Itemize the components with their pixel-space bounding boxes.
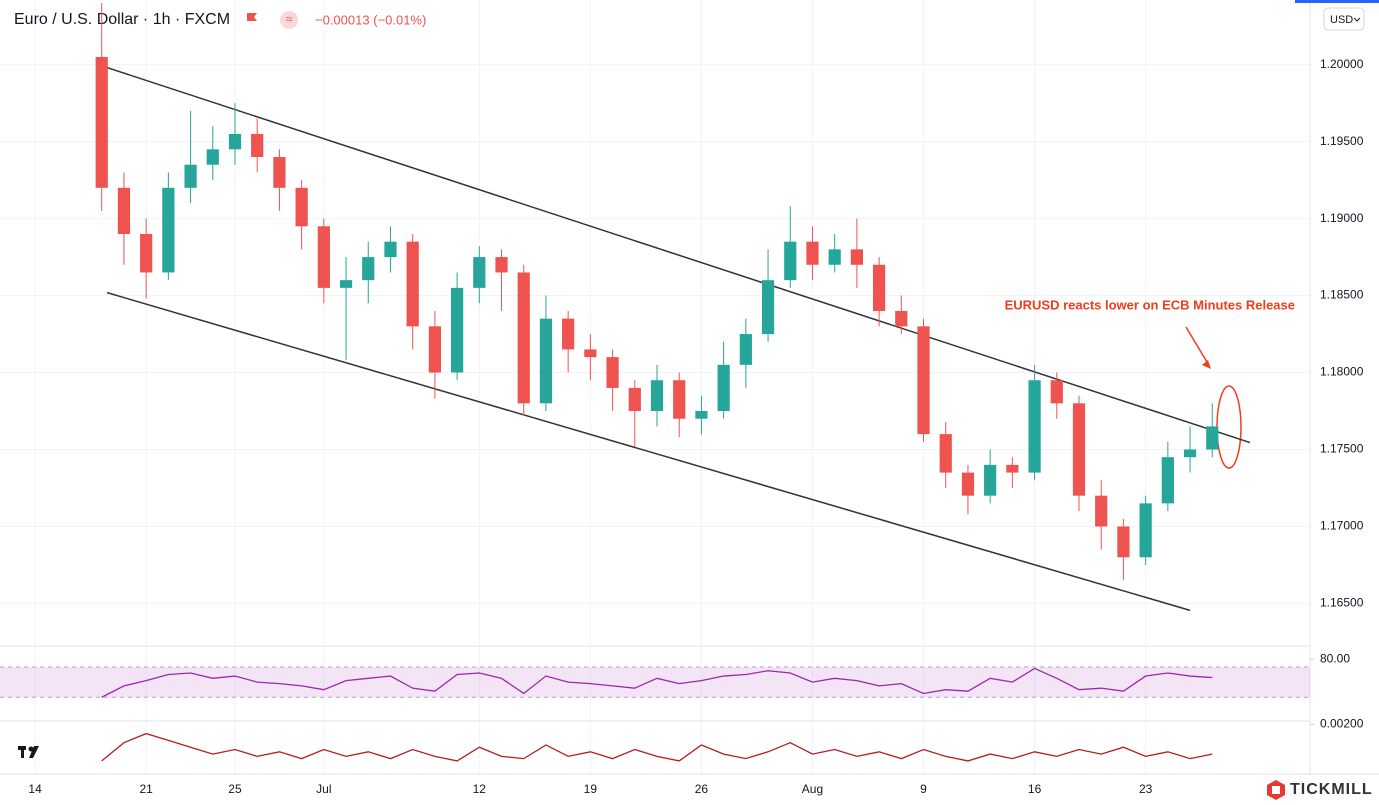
candle-body <box>184 164 197 188</box>
candle-body <box>473 257 486 288</box>
candle-body <box>761 280 775 335</box>
candle-body <box>362 257 375 281</box>
candle-body <box>850 249 864 265</box>
y-tick-label: 1.19500 <box>1320 134 1364 148</box>
flag-icon <box>247 13 257 21</box>
candle-body <box>539 318 553 404</box>
candle-body <box>1161 457 1174 504</box>
candle-body <box>739 334 752 365</box>
x-tick-label: 12 <box>473 782 487 796</box>
candle-body <box>717 364 730 412</box>
symbol-title: Euro / U.S. Dollar · 1h · FXCM <box>14 11 230 28</box>
candle-body <box>162 187 175 273</box>
candle-body <box>517 272 530 404</box>
candle-body <box>1095 495 1108 527</box>
y-tick-label: 1.17500 <box>1320 442 1364 456</box>
candle-body <box>406 241 419 327</box>
candle-body <box>95 56 108 188</box>
brand: TICKMILL <box>1290 781 1373 798</box>
tickmill-logo <box>1267 780 1285 800</box>
candle-body <box>1050 380 1063 404</box>
candle-body <box>562 318 575 350</box>
candle-body <box>295 187 308 227</box>
y-tick-label: 0.00200 <box>1320 717 1364 731</box>
x-tick-label: Aug <box>802 782 823 796</box>
candle-body <box>961 472 975 496</box>
candle-body <box>450 287 464 373</box>
candle-body <box>117 187 131 234</box>
candle-body <box>1139 503 1152 558</box>
candle-body <box>251 133 264 158</box>
annotation-arrow <box>1185 326 1208 363</box>
x-tick-label: 14 <box>28 782 42 796</box>
candle-body <box>784 241 797 281</box>
candle-body <box>650 380 664 412</box>
top-accent <box>1295 0 1379 3</box>
candle-body <box>317 226 330 288</box>
candle-body <box>606 357 619 388</box>
candle-body <box>228 133 242 150</box>
y-tick-label: 1.20000 <box>1320 57 1364 71</box>
candle-body <box>917 326 930 435</box>
candle-body <box>1117 526 1130 558</box>
y-tick-label: 80.00 <box>1320 652 1350 666</box>
candle-body <box>428 326 441 373</box>
indicator-icon-glyph: ≈ <box>286 12 293 26</box>
candle-body <box>895 310 908 327</box>
candle-body <box>1183 449 1197 458</box>
candle-body <box>939 434 952 473</box>
candle-body <box>1206 426 1219 450</box>
annotation-arrowhead <box>1202 360 1211 369</box>
candle-body <box>273 157 286 188</box>
rsi-line <box>101 667 1213 698</box>
candle-body <box>339 280 353 288</box>
candle-body <box>140 233 153 273</box>
x-tick-label: 25 <box>228 782 242 796</box>
x-tick-label: 9 <box>920 782 927 796</box>
y-tick-label: 1.17000 <box>1320 519 1364 533</box>
annotation: EURUSD reacts lower on ECB Minutes Relea… <box>1005 297 1295 312</box>
y-tick-label: 1.16500 <box>1320 596 1364 610</box>
y-tick-label: 1.18500 <box>1320 288 1364 302</box>
candle-body <box>1006 464 1019 473</box>
x-tick-label: 19 <box>584 782 598 796</box>
candle-body <box>695 411 708 419</box>
trendline <box>106 66 1251 444</box>
candle-body <box>828 249 841 265</box>
candle-body <box>984 464 997 496</box>
trendline <box>106 291 1191 612</box>
candle-body <box>584 349 597 358</box>
rsi-band <box>0 666 1310 698</box>
price-change: −0.00013 (−0.01%) <box>315 12 426 27</box>
candle-body <box>384 241 397 258</box>
x-tick-label: 26 <box>695 782 709 796</box>
currency-button[interactable] <box>1323 7 1365 31</box>
x-tick-label: Jul <box>316 782 331 796</box>
candle-body <box>1028 380 1041 473</box>
candle-body <box>628 387 641 412</box>
x-tick-label: 21 <box>139 782 153 796</box>
x-tick-label: 16 <box>1028 782 1042 796</box>
tradingview-logo <box>18 746 39 758</box>
currency-label[interactable]: USD <box>1330 14 1353 26</box>
candle-body <box>673 380 686 419</box>
candle-body <box>495 257 508 273</box>
candle-body <box>206 149 219 165</box>
indicator-icon <box>280 11 298 29</box>
osc-line <box>101 732 1213 762</box>
candle-body <box>873 264 886 311</box>
candle-body <box>806 241 819 265</box>
candle-body <box>1072 403 1086 496</box>
dropdown-caret <box>1353 17 1361 22</box>
x-tick-label: 23 <box>1139 782 1153 796</box>
y-tick-label: 1.19000 <box>1320 211 1364 225</box>
y-tick-label: 1.18000 <box>1320 365 1364 379</box>
